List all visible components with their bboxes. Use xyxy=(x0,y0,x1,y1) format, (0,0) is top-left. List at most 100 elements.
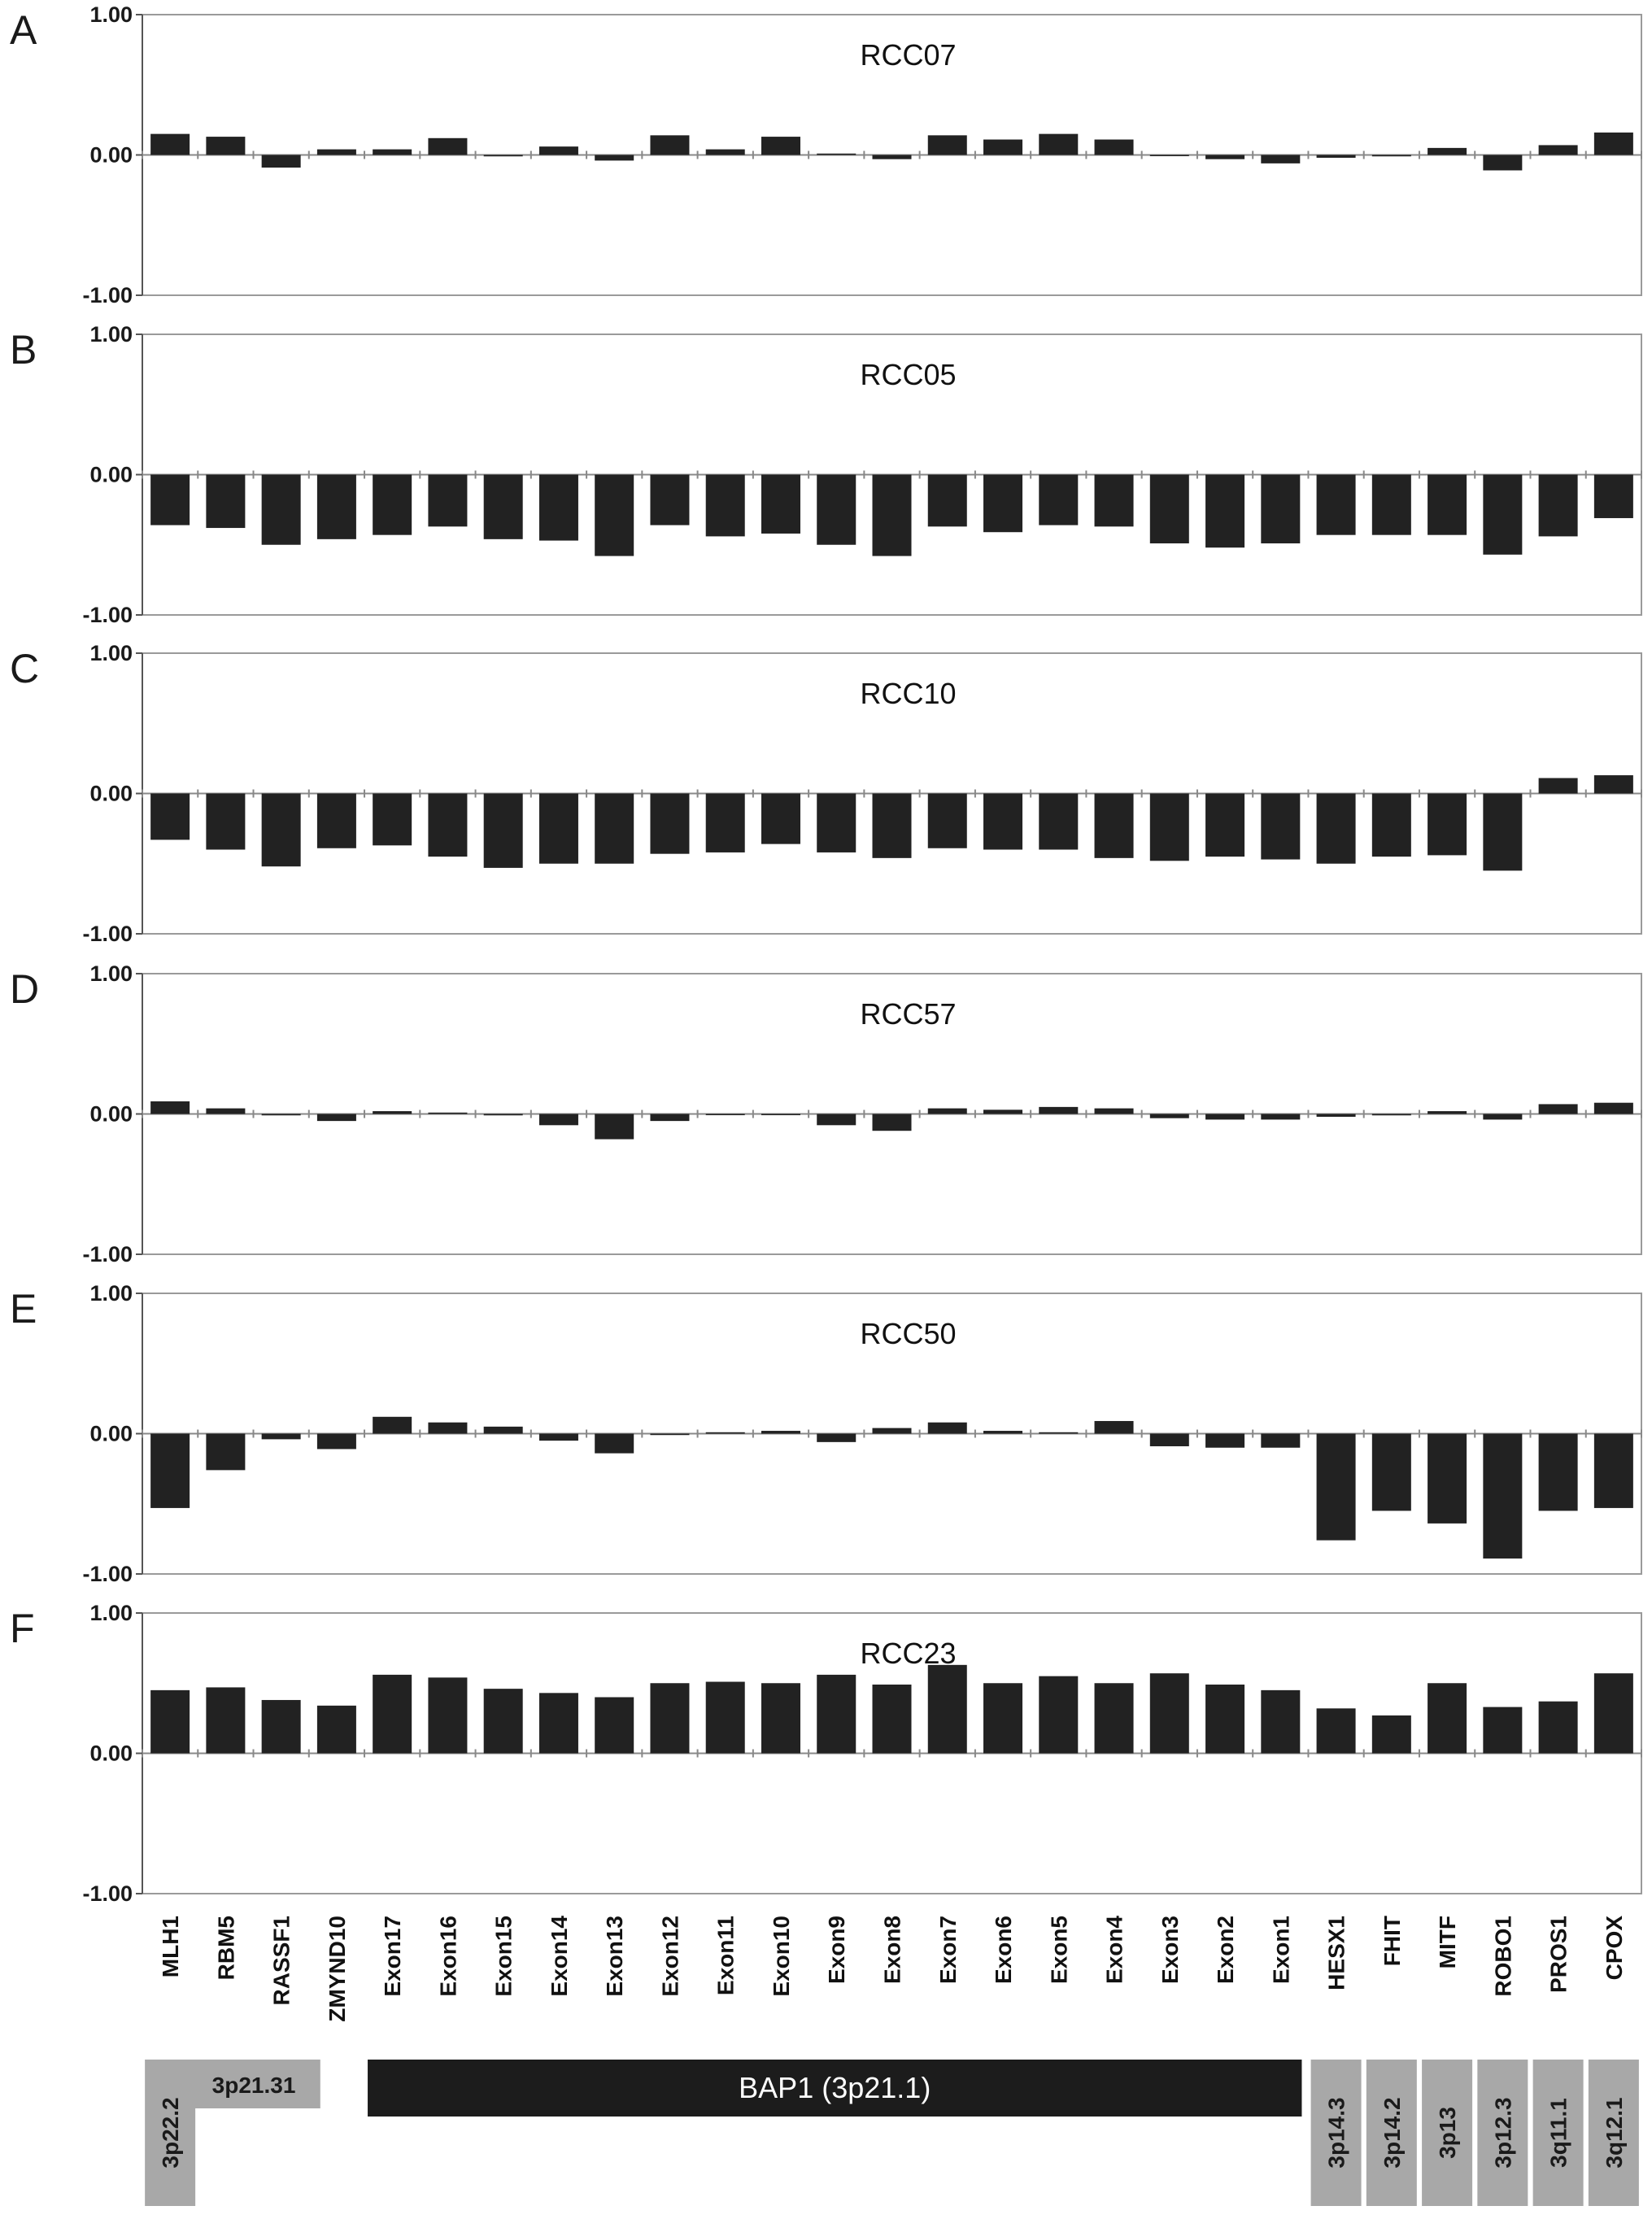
bar-exon9 xyxy=(817,1114,857,1126)
y-tick-label: 0.00 xyxy=(89,463,133,487)
y-tick-label: -1.00 xyxy=(82,922,133,946)
category-label: Exon10 xyxy=(769,1916,794,1997)
bar-exon2 xyxy=(1205,793,1245,857)
bar-exon1 xyxy=(1261,155,1301,163)
y-tick-label: -1.00 xyxy=(82,283,133,307)
category-labels: MLH1 RBM5 RASSF1 ZMYND10 Exon17 Exon16 Exon15 E… xyxy=(158,1916,1627,2022)
bar-mlh1 xyxy=(150,793,190,840)
bar-rassf1 xyxy=(261,474,301,545)
bar-pros1 xyxy=(1538,1701,1578,1754)
bar-exon14 xyxy=(538,146,578,155)
bar-pros1 xyxy=(1538,145,1578,155)
bar-rbm5 xyxy=(206,1433,246,1471)
bar-exon9 xyxy=(817,153,857,155)
category-label: FHIT xyxy=(1380,1916,1405,1966)
band-box xyxy=(1477,2060,1528,2206)
bar-mitf xyxy=(1428,1683,1467,1754)
bar-mlh1 xyxy=(150,133,190,155)
band-box xyxy=(1310,2060,1362,2206)
panel-title: RCC10 xyxy=(860,677,956,710)
category-label: Exon16 xyxy=(435,1916,460,1997)
bar-exon1 xyxy=(1261,474,1301,544)
bar-exon12 xyxy=(650,1114,690,1122)
bar-exon12 xyxy=(650,1683,690,1754)
bar-mitf xyxy=(1428,474,1467,535)
panel-letter: F xyxy=(10,1606,35,1651)
bar-exon7 xyxy=(927,135,967,155)
bar-exon7 xyxy=(927,1108,967,1114)
bar-exon17 xyxy=(373,1674,412,1754)
bar-rbm5 xyxy=(206,793,246,850)
band-label: 3p12.3 xyxy=(1490,2097,1515,2168)
bar-pros1 xyxy=(1538,474,1578,537)
y-tick-label: -1.00 xyxy=(82,1562,133,1586)
bar-exon16 xyxy=(428,793,468,857)
bar-exon9 xyxy=(817,1674,857,1754)
bar-pros1 xyxy=(1538,778,1578,794)
band-box xyxy=(1366,2060,1417,2206)
bar-exon16 xyxy=(428,137,468,155)
bar-hesx1 xyxy=(1316,155,1356,158)
bar-exon12 xyxy=(650,474,690,525)
bar-exon16 xyxy=(428,1677,468,1754)
band-label: 3q12.1 xyxy=(1602,2097,1627,2168)
bar-exon11 xyxy=(705,1432,745,1434)
y-tick-label: 1.00 xyxy=(89,2,133,27)
bar-zmynd10 xyxy=(316,149,356,155)
bar-exon7 xyxy=(927,1664,967,1754)
bar-exon13 xyxy=(595,1433,634,1454)
y-tick-label: 0.00 xyxy=(89,143,133,168)
bar-exon2 xyxy=(1205,1114,1245,1120)
bar-exon16 xyxy=(428,1112,468,1114)
bar-exon17 xyxy=(373,1416,412,1434)
bar-pros1 xyxy=(1538,1104,1578,1114)
bar-exon10 xyxy=(761,1114,800,1115)
bar-fhit xyxy=(1371,474,1411,535)
bar-zmynd10 xyxy=(316,1705,356,1754)
bar-exon3 xyxy=(1149,793,1189,861)
bar-exon13 xyxy=(595,1114,634,1140)
bar-exon10 xyxy=(761,793,800,844)
bar-exon2 xyxy=(1205,155,1245,159)
bar-exon2 xyxy=(1205,474,1245,548)
panel-title: RCC50 xyxy=(860,1317,956,1350)
bar-exon4 xyxy=(1094,793,1134,858)
bar-exon15 xyxy=(483,474,523,539)
bar-exon10 xyxy=(761,137,800,155)
bar-fhit xyxy=(1371,1433,1411,1511)
bar-exon17 xyxy=(373,793,412,846)
bar-exon5 xyxy=(1039,1432,1079,1434)
band-3p22-2: 3p22.2 xyxy=(145,2060,196,2206)
panel-letter: D xyxy=(10,966,39,1012)
band-box xyxy=(187,2060,320,2108)
category-label: PROS1 xyxy=(1546,1916,1571,1993)
band-box xyxy=(1422,2060,1473,2206)
bar-exon13 xyxy=(595,793,634,864)
bar-hesx1 xyxy=(1316,474,1356,535)
bar-cpox xyxy=(1593,1673,1633,1754)
panel-d: 1.00 0.00 -1.00 D RCC57 xyxy=(10,961,1642,1266)
bar-exon11 xyxy=(705,1114,745,1115)
panel-title: RCC57 xyxy=(860,997,956,1031)
bar-exon8 xyxy=(872,155,912,159)
category-label: MLH1 xyxy=(158,1916,183,1977)
bar-hesx1 xyxy=(1316,1114,1356,1117)
panel-letter: A xyxy=(10,7,37,53)
bar-exon2 xyxy=(1205,1684,1245,1754)
category-label: Exon1 xyxy=(1268,1916,1293,1984)
bar-exon12 xyxy=(650,1433,690,1436)
bar-rassf1 xyxy=(261,1433,301,1440)
bar-hesx1 xyxy=(1316,1433,1356,1541)
bar-exon1 xyxy=(1261,793,1301,860)
bar-exon8 xyxy=(872,1684,912,1754)
bar-exon1 xyxy=(1261,1689,1301,1754)
bar-mlh1 xyxy=(150,1433,190,1508)
y-tick-label: 1.00 xyxy=(89,641,133,665)
bar-exon4 xyxy=(1094,1420,1134,1434)
band-label: 3q11.1 xyxy=(1546,2098,1571,2168)
bar-exon3 xyxy=(1149,474,1189,544)
bar-exon17 xyxy=(373,1111,412,1114)
bar-exon8 xyxy=(872,1114,912,1131)
bar-exon4 xyxy=(1094,1683,1134,1754)
bar-exon15 xyxy=(483,155,523,157)
